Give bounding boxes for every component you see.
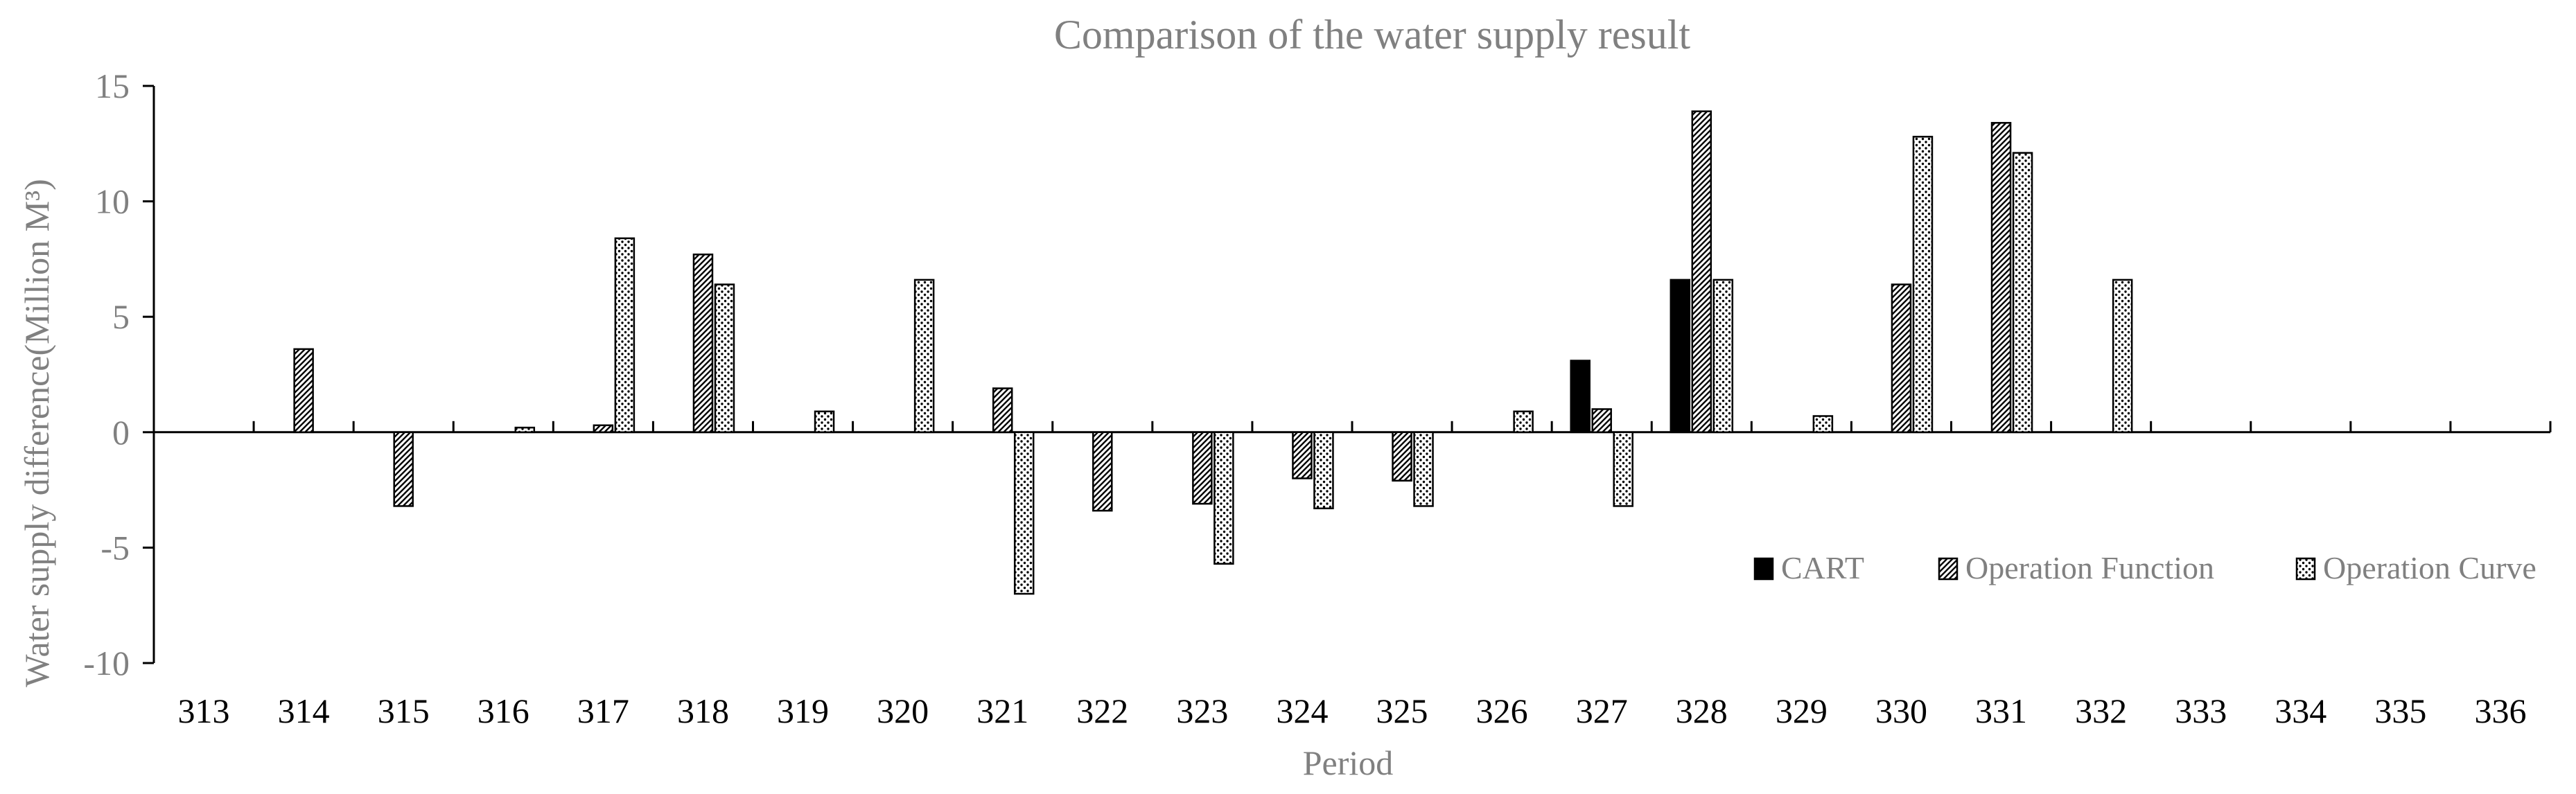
x-tick-label: 324 xyxy=(1276,691,1328,730)
x-tick-label: 323 xyxy=(1176,691,1228,730)
legend-swatch-operation-curve xyxy=(2295,557,2316,581)
bar-operation-curve-319 xyxy=(814,410,835,434)
bar-operation-curve-329 xyxy=(1812,415,1834,434)
y-tick-label: 10 xyxy=(95,182,130,221)
bar-operation-curve-331 xyxy=(2012,152,2033,434)
legend-swatch-operation-function xyxy=(1938,557,1959,581)
x-tick-label: 336 xyxy=(2474,691,2526,730)
x-tick-label: 321 xyxy=(976,691,1028,730)
bar-operation-function-324 xyxy=(1292,431,1313,479)
bar-operation-curve-320 xyxy=(913,279,935,434)
y-tick-label: 0 xyxy=(112,413,130,452)
bar-operation-curve-326 xyxy=(1513,410,1534,434)
bar-cart-327 xyxy=(1570,360,1591,434)
bar-operation-function-315 xyxy=(393,431,414,507)
legend: CART Operation Function Operation Curve xyxy=(1753,550,2536,585)
bar-operation-function-322 xyxy=(1092,431,1113,512)
x-tick-label: 332 xyxy=(2075,691,2127,730)
legend-swatch-cart xyxy=(1753,557,1774,581)
x-tick-label: 316 xyxy=(477,691,529,730)
x-tick-label: 333 xyxy=(2175,691,2227,730)
x-tick-label: 331 xyxy=(1975,691,2027,730)
bar-operation-function-318 xyxy=(692,253,714,434)
y-tick-label: 15 xyxy=(95,67,130,105)
bar-operation-function-321 xyxy=(992,387,1013,434)
legend-label-cart: CART xyxy=(1781,550,1864,585)
bar-operation-function-331 xyxy=(1990,122,2012,434)
x-tick-label: 329 xyxy=(1776,691,1828,730)
x-tick-label: 328 xyxy=(1676,691,1728,730)
x-tick-label: 330 xyxy=(1875,691,1927,730)
bar-operation-function-325 xyxy=(1392,431,1412,482)
bar-operation-curve-330 xyxy=(1912,136,1934,434)
y-tick-label: -10 xyxy=(83,644,130,682)
y-tick-label: -5 xyxy=(100,528,130,567)
legend-label-operation-function: Operation Function xyxy=(1965,550,2214,585)
bar-operation-curve-318 xyxy=(714,283,735,434)
x-tick-label: 313 xyxy=(178,691,230,730)
bar-operation-curve-327 xyxy=(1613,431,1633,507)
bar-operation-curve-332 xyxy=(2112,279,2133,434)
bar-operation-curve-328 xyxy=(1712,279,1734,434)
bar-operation-curve-325 xyxy=(1413,431,1434,507)
bar-operation-curve-317 xyxy=(614,237,636,434)
x-tick-label: 314 xyxy=(278,691,330,730)
chart-title: Comparison of the water supply result xyxy=(1054,12,1690,58)
x-tick-label: 322 xyxy=(1076,691,1128,730)
bar-cart-328 xyxy=(1670,279,1691,434)
plot-area: 15 10 5 0 -5 -10 313 314 315 316 317 318 319 320 321 32… xyxy=(83,67,2552,730)
x-tick-label: 319 xyxy=(777,691,829,730)
x-tick-label: 318 xyxy=(677,691,729,730)
x-axis-label: Period xyxy=(1303,743,1394,782)
x-tick-label: 325 xyxy=(1376,691,1428,730)
x-tick-label: 315 xyxy=(378,691,430,730)
x-tick-label: 327 xyxy=(1576,691,1628,730)
x-tick-label: 317 xyxy=(577,691,629,730)
bar-operation-curve-316 xyxy=(514,426,536,434)
x-tick-label: 320 xyxy=(877,691,929,730)
bar-operation-function-314 xyxy=(293,348,314,434)
legend-label-operation-curve: Operation Curve xyxy=(2323,550,2536,585)
bar-operation-function-323 xyxy=(1192,431,1213,505)
bar-operation-function-317 xyxy=(593,424,614,434)
bar-operation-curve-323 xyxy=(1213,431,1234,565)
y-axis-label: Water supply difference(Million M³) xyxy=(17,179,56,687)
bar-operation-function-330 xyxy=(1891,283,1912,434)
bar-operation-function-327 xyxy=(1591,408,1612,434)
bar-operation-curve-321 xyxy=(1013,431,1035,595)
x-tick-label: 326 xyxy=(1476,691,1528,730)
bar-operation-function-328 xyxy=(1691,110,1712,434)
bar-operation-curve-324 xyxy=(1313,431,1334,510)
y-tick-label: 5 xyxy=(112,297,130,336)
x-tick-label: 334 xyxy=(2275,691,2327,730)
x-tick-label: 335 xyxy=(2374,691,2426,730)
